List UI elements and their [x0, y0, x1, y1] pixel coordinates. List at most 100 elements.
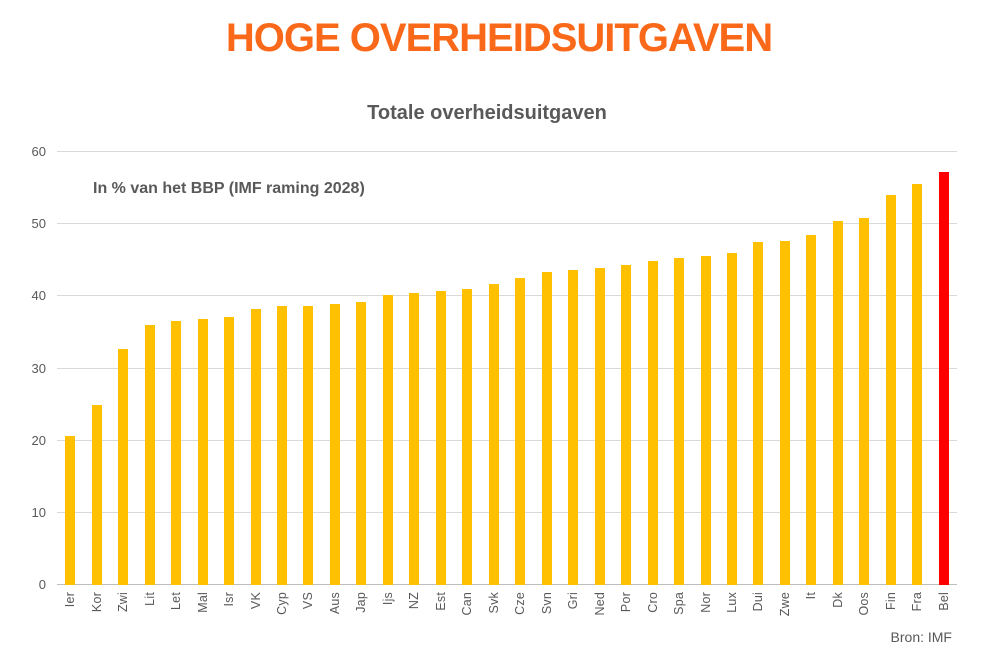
x-tick-label: Lux — [724, 592, 739, 613]
x-tick-label: Ned — [592, 592, 607, 616]
bar-ned — [594, 268, 605, 585]
x-tick-slot: Kor — [83, 592, 109, 644]
x-tick-slot: Cze — [507, 592, 533, 644]
x-tick-label: Fin — [883, 592, 898, 610]
bar-slot — [136, 152, 162, 585]
x-axis-line — [57, 584, 957, 585]
bar-slot — [666, 152, 692, 585]
bar-it — [806, 235, 817, 585]
bar-slot — [375, 152, 401, 585]
x-tick-slot: Jap — [348, 592, 374, 644]
x-tick-label: Nor — [698, 592, 713, 613]
x-tick-slot: VS — [295, 592, 321, 644]
bar-dui — [753, 242, 764, 585]
bar-slot — [189, 152, 215, 585]
bar-gri — [568, 270, 579, 585]
bar-slot — [322, 152, 348, 585]
bar-slot — [772, 152, 798, 585]
x-tick-label: Let — [169, 592, 184, 610]
bar-zwe — [779, 240, 790, 585]
y-tick-label: 10 — [31, 504, 46, 520]
gridline — [57, 439, 957, 441]
x-tick-label: Jap — [354, 592, 369, 613]
x-tick-label: Cyp — [274, 592, 289, 615]
bar-aus — [329, 303, 340, 585]
x-tick-label: Gri — [566, 592, 581, 610]
bar-slot — [428, 152, 454, 585]
bar-slot — [481, 152, 507, 585]
gridline — [57, 511, 957, 513]
y-tick-label: 60 — [31, 144, 46, 159]
bar-dk — [832, 220, 843, 585]
bar-slot — [57, 152, 83, 585]
x-tick-slot: NZ — [401, 592, 427, 644]
y-tick-label: 20 — [31, 432, 46, 448]
bar-slot — [269, 152, 295, 585]
x-tick-label: Mal — [195, 592, 210, 613]
x-tick-slot: Aus — [322, 592, 348, 644]
bar-let — [171, 320, 182, 585]
bar-nz — [409, 293, 420, 585]
bar-est — [435, 290, 446, 585]
x-tick-label: Fra — [910, 592, 925, 612]
gridline — [57, 295, 957, 297]
x-tick-slot: Lit — [136, 592, 162, 644]
bar-slot — [878, 152, 904, 585]
bar-slot — [401, 152, 427, 585]
bar-ier — [65, 436, 76, 585]
x-tick-label: Bel — [936, 592, 951, 611]
bar-slot — [533, 152, 559, 585]
x-tick-label: Spa — [672, 592, 687, 615]
bar-fra — [912, 184, 923, 585]
x-tick-slot: Cro — [639, 592, 665, 644]
bar-slot — [851, 152, 877, 585]
x-tick-label: VK — [248, 592, 263, 610]
x-tick-label: Oos — [857, 592, 872, 616]
y-tick-label: 40 — [31, 288, 46, 304]
x-tick-slot: Fin — [878, 592, 904, 644]
bar-slot — [560, 152, 586, 585]
x-tick-slot: Dk — [825, 592, 851, 644]
x-tick-slot: Svn — [533, 592, 559, 644]
bar-vk — [250, 309, 261, 585]
x-tick-label: Dui — [751, 592, 766, 612]
x-tick-slot: Por — [613, 592, 639, 644]
bar-por — [621, 264, 632, 585]
bar-svk — [488, 284, 499, 585]
x-tick-label: Zwi — [116, 592, 131, 613]
bar-slot — [348, 152, 374, 585]
chart-annotation: In % van het BBP (IMF raming 2028) — [93, 180, 365, 197]
chart-title: Totale overheidsuitgaven — [367, 102, 607, 124]
bar-isr — [224, 317, 235, 585]
bar-slot — [931, 152, 957, 585]
bar-lux — [726, 253, 737, 585]
x-tick-slot: Ijs — [375, 592, 401, 644]
source-note: Bron: IMF — [890, 629, 952, 645]
x-tick-slot: Spa — [666, 592, 692, 644]
x-tick-slot: Ier — [57, 592, 83, 644]
x-tick-label: Ijs — [380, 592, 395, 606]
x-tick-slot: Mal — [189, 592, 215, 644]
gridline — [57, 367, 957, 369]
bar-oos — [859, 218, 870, 585]
x-tick-label: Cro — [645, 592, 660, 613]
page-title: HOGE OVERHEIDSUITGAVEN — [225, 16, 773, 60]
x-tick-slot: It — [798, 592, 824, 644]
bar-slot — [163, 152, 189, 585]
bar-spa — [674, 258, 685, 585]
x-tick-label: Svk — [486, 592, 501, 614]
gridline — [57, 151, 957, 152]
bar-cze — [515, 277, 526, 585]
x-tick-label: Zwe — [777, 592, 792, 617]
bar-fin — [885, 195, 896, 585]
bar-cyp — [276, 306, 287, 585]
x-tick-slot: Ned — [586, 592, 612, 644]
bar-slot — [719, 152, 745, 585]
x-tick-label: It — [804, 592, 819, 600]
bar-svn — [541, 271, 552, 585]
x-tick-label: Dk — [830, 592, 845, 608]
x-tick-slot: Fra — [904, 592, 930, 644]
bar-slot — [825, 152, 851, 585]
bar-vs — [303, 305, 314, 585]
